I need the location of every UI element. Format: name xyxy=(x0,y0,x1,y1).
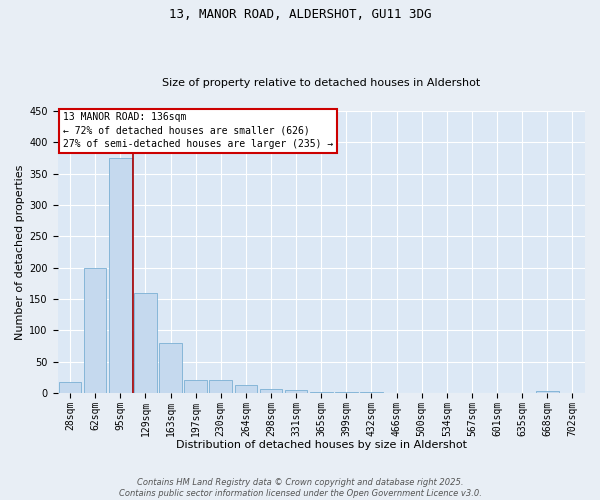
Bar xyxy=(209,380,232,393)
Bar xyxy=(59,382,82,393)
Text: Contains HM Land Registry data © Crown copyright and database right 2025.
Contai: Contains HM Land Registry data © Crown c… xyxy=(119,478,481,498)
Bar xyxy=(84,268,106,393)
Bar xyxy=(335,392,358,393)
Bar xyxy=(235,386,257,393)
Text: 13 MANOR ROAD: 136sqm
← 72% of detached houses are smaller (626)
27% of semi-det: 13 MANOR ROAD: 136sqm ← 72% of detached … xyxy=(63,112,333,149)
Bar xyxy=(360,392,383,393)
Bar xyxy=(109,158,131,393)
Bar xyxy=(310,392,332,393)
Text: 13, MANOR ROAD, ALDERSHOT, GU11 3DG: 13, MANOR ROAD, ALDERSHOT, GU11 3DG xyxy=(169,8,431,20)
Bar xyxy=(536,391,559,393)
Bar xyxy=(184,380,207,393)
Y-axis label: Number of detached properties: Number of detached properties xyxy=(15,164,25,340)
Bar xyxy=(260,388,283,393)
Bar xyxy=(134,292,157,393)
Bar xyxy=(159,343,182,393)
Title: Size of property relative to detached houses in Aldershot: Size of property relative to detached ho… xyxy=(162,78,481,88)
X-axis label: Distribution of detached houses by size in Aldershot: Distribution of detached houses by size … xyxy=(176,440,467,450)
Bar xyxy=(285,390,307,393)
